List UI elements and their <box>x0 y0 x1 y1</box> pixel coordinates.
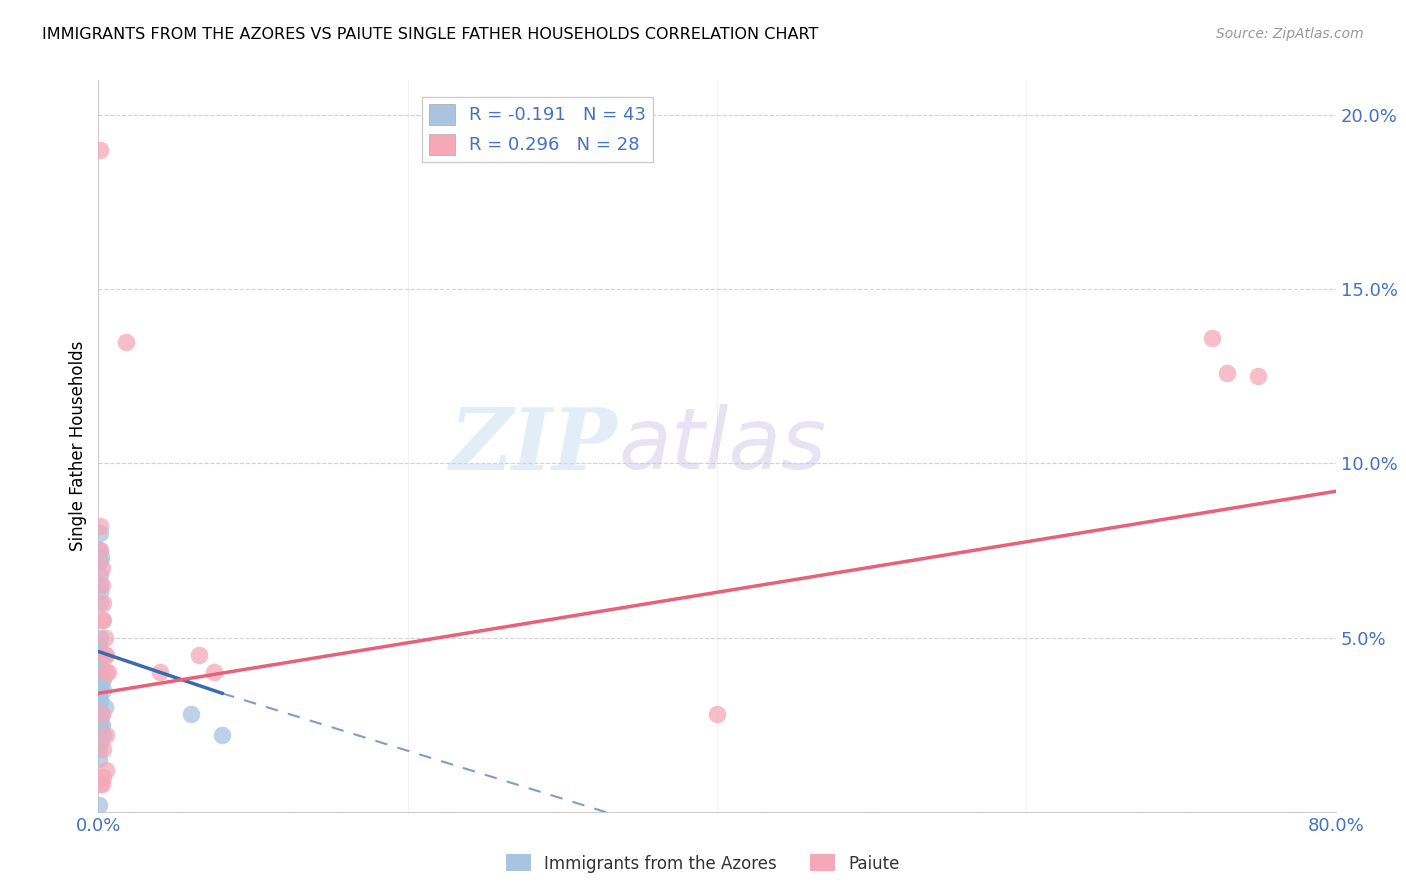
Point <box>89 578 111 592</box>
Point <box>93 631 115 645</box>
Point <box>90 717 112 731</box>
Point <box>90 707 112 722</box>
Point <box>89 519 111 533</box>
Point <box>89 690 111 704</box>
Point <box>1201 331 1223 345</box>
Text: IMMIGRANTS FROM THE AZORES VS PAIUTE SINGLE FATHER HOUSEHOLDS CORRELATION CHART: IMMIGRANTS FROM THE AZORES VS PAIUTE SIN… <box>42 27 818 42</box>
Point <box>90 561 112 575</box>
Point <box>90 613 112 627</box>
Point <box>89 554 111 568</box>
Point <box>89 648 111 662</box>
Point <box>706 707 728 722</box>
Point <box>180 707 202 722</box>
Point <box>90 707 112 722</box>
Point <box>91 742 114 756</box>
Point <box>90 673 112 687</box>
Text: atlas: atlas <box>619 404 827 488</box>
Point <box>89 673 111 687</box>
Point <box>89 585 111 599</box>
Point <box>91 728 114 742</box>
Point <box>90 665 112 680</box>
Point <box>96 763 118 777</box>
Point <box>89 777 111 791</box>
Point <box>89 728 111 742</box>
Point <box>149 665 172 680</box>
Point <box>91 682 114 697</box>
Point <box>93 648 115 662</box>
Point <box>89 717 111 731</box>
Point <box>90 578 112 592</box>
Point <box>89 638 111 652</box>
Point <box>91 613 114 627</box>
Point <box>89 682 111 697</box>
Point <box>89 679 111 693</box>
Point <box>89 693 111 707</box>
Point <box>96 728 118 742</box>
Point <box>204 665 226 680</box>
Legend: Immigrants from the Azores, Paiute: Immigrants from the Azores, Paiute <box>499 847 907 880</box>
Point <box>90 777 112 791</box>
Point <box>89 526 111 541</box>
Point <box>97 665 120 680</box>
Text: ZIP: ZIP <box>450 404 619 488</box>
Point <box>91 673 114 687</box>
Point <box>188 648 211 662</box>
Y-axis label: Single Father Households: Single Father Households <box>69 341 87 551</box>
Point <box>89 143 111 157</box>
Point <box>89 735 111 749</box>
Point <box>89 665 111 680</box>
Point <box>87 797 110 812</box>
Point <box>91 770 114 784</box>
Point <box>93 700 115 714</box>
Point <box>91 596 114 610</box>
Text: Source: ZipAtlas.com: Source: ZipAtlas.com <box>1216 27 1364 41</box>
Point <box>115 334 138 349</box>
Point <box>89 752 111 766</box>
Point <box>96 665 118 680</box>
Point <box>89 543 111 558</box>
Point <box>1216 366 1239 380</box>
Point <box>211 728 233 742</box>
Legend: R = -0.191   N = 43, R = 0.296   N = 28: R = -0.191 N = 43, R = 0.296 N = 28 <box>422 96 654 161</box>
Point <box>90 550 112 565</box>
Point <box>1247 369 1270 384</box>
Point <box>96 648 118 662</box>
Point <box>89 658 111 673</box>
Point <box>89 714 111 728</box>
Point <box>89 596 111 610</box>
Point <box>89 631 111 645</box>
Point <box>89 742 111 756</box>
Point <box>89 693 111 707</box>
Point <box>89 700 111 714</box>
Point <box>89 648 111 662</box>
Point <box>89 673 111 687</box>
Point <box>89 658 111 673</box>
Point <box>89 543 111 558</box>
Point <box>89 707 111 722</box>
Point <box>89 567 111 582</box>
Point <box>89 679 111 693</box>
Point <box>89 717 111 731</box>
